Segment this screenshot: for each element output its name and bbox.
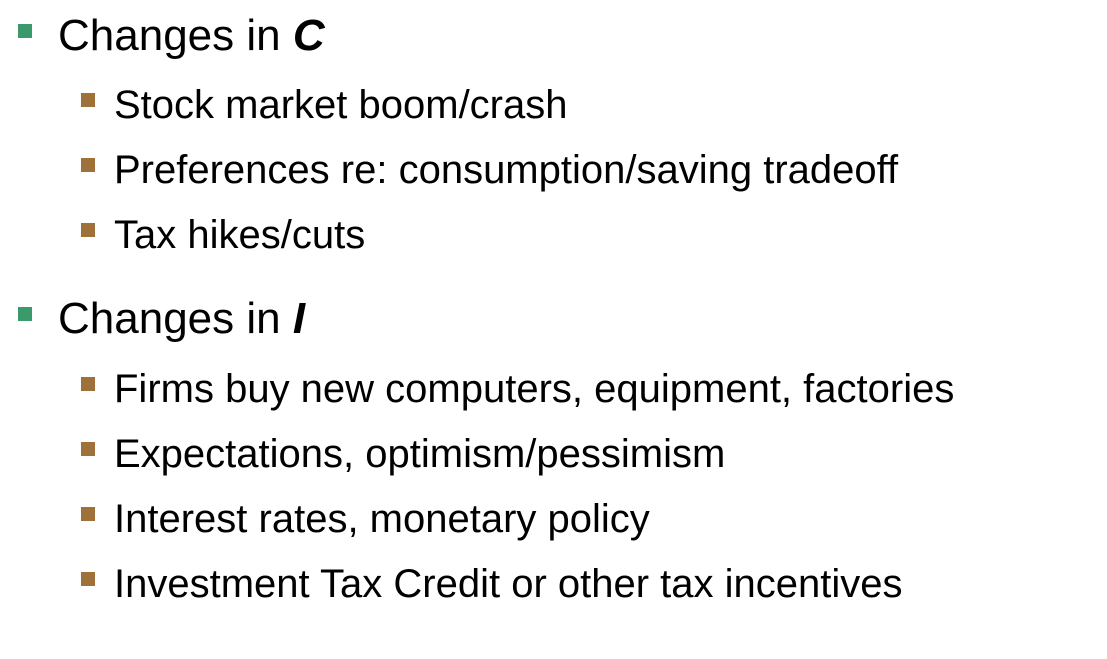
- level2-bullet-icon: [81, 93, 95, 107]
- level2-bullet-icon: [81, 572, 95, 586]
- level2-bullet-icon: [81, 507, 95, 521]
- level1-bullet-icon: [18, 307, 32, 321]
- section-heading-variable: C: [292, 11, 325, 60]
- level2-bullet-icon: [81, 377, 95, 391]
- list-item: Tax hikes/cuts: [114, 213, 366, 257]
- level2-bullet-icon: [81, 158, 95, 172]
- list-item: Investment Tax Credit or other tax incen…: [114, 562, 903, 606]
- list-item: Preferences re: consumption/saving trade…: [114, 148, 899, 192]
- list-item: Interest rates, monetary policy: [114, 497, 650, 541]
- level2-bullet-icon: [81, 442, 95, 456]
- section-heading-prefix: Changes in: [58, 11, 293, 60]
- list-item: Expectations, optimism/pessimism: [114, 432, 726, 476]
- level1-bullet-icon: [18, 24, 32, 38]
- level2-bullet-icon: [81, 223, 95, 237]
- list-item: Stock market boom/crash: [114, 83, 568, 127]
- section-heading-i: Changes in I: [58, 297, 305, 341]
- list-item: Firms buy new computers, equipment, fact…: [114, 367, 955, 411]
- section-heading-c: Changes in C: [58, 14, 325, 58]
- section-heading-variable: I: [292, 294, 306, 343]
- section-heading-prefix: Changes in: [58, 294, 293, 343]
